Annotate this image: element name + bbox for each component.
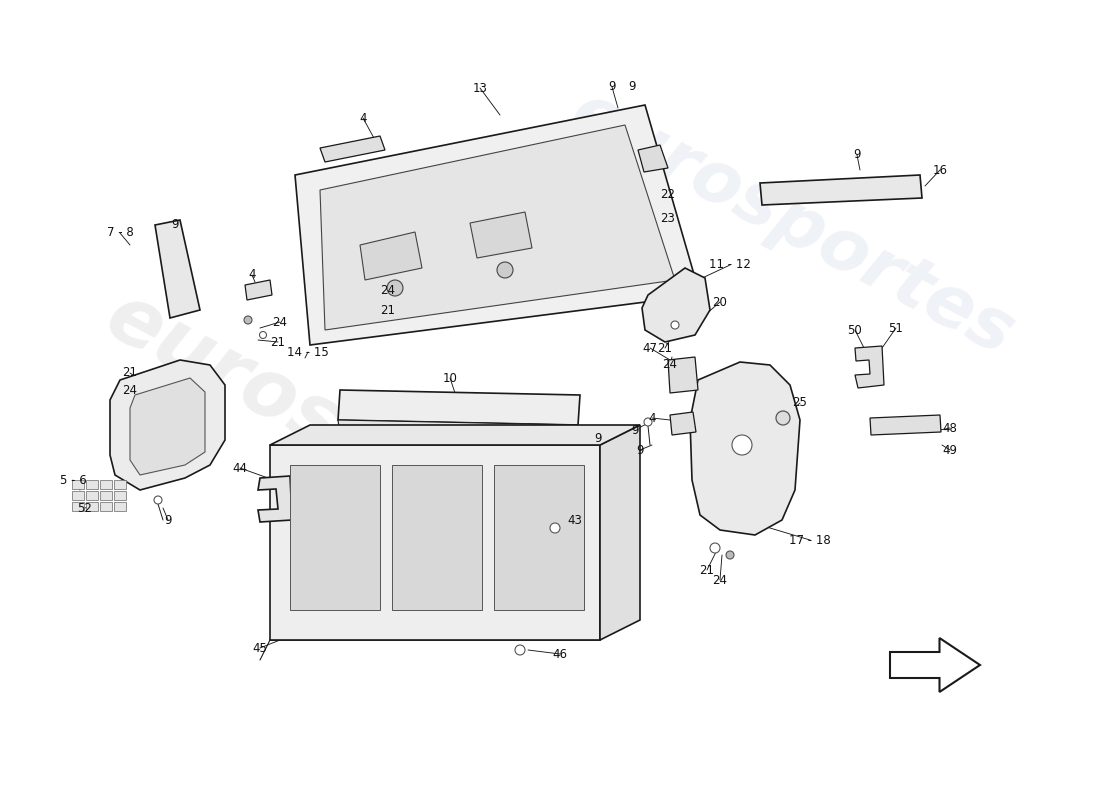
Polygon shape <box>114 480 126 489</box>
Polygon shape <box>100 491 112 500</box>
Text: 21: 21 <box>700 563 715 577</box>
Polygon shape <box>72 491 84 500</box>
Text: 20: 20 <box>713 295 727 309</box>
Polygon shape <box>130 378 205 475</box>
Polygon shape <box>670 412 696 435</box>
Text: 9: 9 <box>164 514 172 526</box>
Text: 4: 4 <box>249 269 255 282</box>
Text: 46: 46 <box>552 647 568 661</box>
Circle shape <box>244 316 252 324</box>
Circle shape <box>710 543 720 553</box>
Circle shape <box>387 280 403 296</box>
Circle shape <box>776 411 790 425</box>
Polygon shape <box>642 268 710 342</box>
Text: 9: 9 <box>636 443 644 457</box>
Text: eurosportes: eurosportes <box>559 78 1025 370</box>
Text: 21: 21 <box>122 366 138 379</box>
Polygon shape <box>100 480 112 489</box>
Circle shape <box>644 418 652 426</box>
Text: 24: 24 <box>381 283 396 297</box>
Polygon shape <box>470 212 532 258</box>
Text: 9: 9 <box>854 149 860 162</box>
Text: 25: 25 <box>793 397 807 410</box>
Polygon shape <box>114 502 126 511</box>
Circle shape <box>497 262 513 278</box>
Circle shape <box>671 321 679 329</box>
Polygon shape <box>155 220 200 318</box>
Text: 4: 4 <box>360 111 366 125</box>
Polygon shape <box>855 346 884 388</box>
Text: 9: 9 <box>594 431 602 445</box>
Polygon shape <box>320 136 385 162</box>
Polygon shape <box>72 502 84 511</box>
Polygon shape <box>870 415 940 435</box>
Text: 24: 24 <box>713 574 727 586</box>
Circle shape <box>550 523 560 533</box>
Text: 9: 9 <box>172 218 178 231</box>
Polygon shape <box>494 465 584 610</box>
Text: 10: 10 <box>442 371 458 385</box>
Text: 49: 49 <box>943 443 957 457</box>
Polygon shape <box>295 105 700 345</box>
Text: 11 - 12: 11 - 12 <box>710 258 751 271</box>
Text: 24: 24 <box>122 383 138 397</box>
Text: a passion for parts since 1965: a passion for parts since 1965 <box>299 514 625 638</box>
Text: 52: 52 <box>78 502 92 514</box>
Text: 44: 44 <box>232 462 248 474</box>
Text: 47: 47 <box>642 342 658 354</box>
Polygon shape <box>320 125 675 330</box>
Polygon shape <box>668 357 698 393</box>
Text: 50: 50 <box>848 323 862 337</box>
Polygon shape <box>338 390 580 425</box>
Text: 5 - 6: 5 - 6 <box>59 474 87 486</box>
Text: 24: 24 <box>662 358 678 371</box>
Polygon shape <box>338 420 580 440</box>
Polygon shape <box>360 232 422 280</box>
Text: 48: 48 <box>943 422 957 434</box>
Text: 22: 22 <box>660 189 675 202</box>
Text: 14 - 15: 14 - 15 <box>287 346 329 358</box>
Polygon shape <box>392 465 482 610</box>
Circle shape <box>726 551 734 559</box>
Text: 4: 4 <box>648 411 656 425</box>
Text: 24: 24 <box>273 315 287 329</box>
Polygon shape <box>72 480 84 489</box>
Polygon shape <box>86 502 98 511</box>
Circle shape <box>154 496 162 504</box>
Text: 21: 21 <box>271 335 286 349</box>
Polygon shape <box>890 638 980 692</box>
Text: 16: 16 <box>933 163 947 177</box>
Polygon shape <box>290 465 380 610</box>
Polygon shape <box>270 425 640 445</box>
Text: eurosportes: eurosportes <box>91 277 613 603</box>
Text: 45: 45 <box>253 642 267 654</box>
Text: 9: 9 <box>631 423 639 437</box>
Text: 21: 21 <box>658 342 672 354</box>
Text: 43: 43 <box>568 514 582 526</box>
Text: 23: 23 <box>661 211 675 225</box>
Polygon shape <box>638 145 668 172</box>
Polygon shape <box>690 362 800 535</box>
Text: 51: 51 <box>889 322 903 334</box>
Circle shape <box>515 645 525 655</box>
Polygon shape <box>270 445 600 640</box>
Text: 9: 9 <box>628 79 636 93</box>
Polygon shape <box>86 491 98 500</box>
Circle shape <box>732 435 752 455</box>
Text: 17 - 18: 17 - 18 <box>789 534 830 546</box>
Polygon shape <box>100 502 112 511</box>
Circle shape <box>260 331 266 338</box>
Polygon shape <box>760 175 922 205</box>
Polygon shape <box>245 280 272 300</box>
Polygon shape <box>114 491 126 500</box>
Polygon shape <box>86 480 98 489</box>
Text: 7 - 8: 7 - 8 <box>107 226 133 239</box>
Text: 13: 13 <box>473 82 487 94</box>
Text: 9: 9 <box>608 81 616 94</box>
Polygon shape <box>110 360 226 490</box>
Polygon shape <box>258 476 292 522</box>
Polygon shape <box>600 425 640 640</box>
Text: 21: 21 <box>381 303 396 317</box>
